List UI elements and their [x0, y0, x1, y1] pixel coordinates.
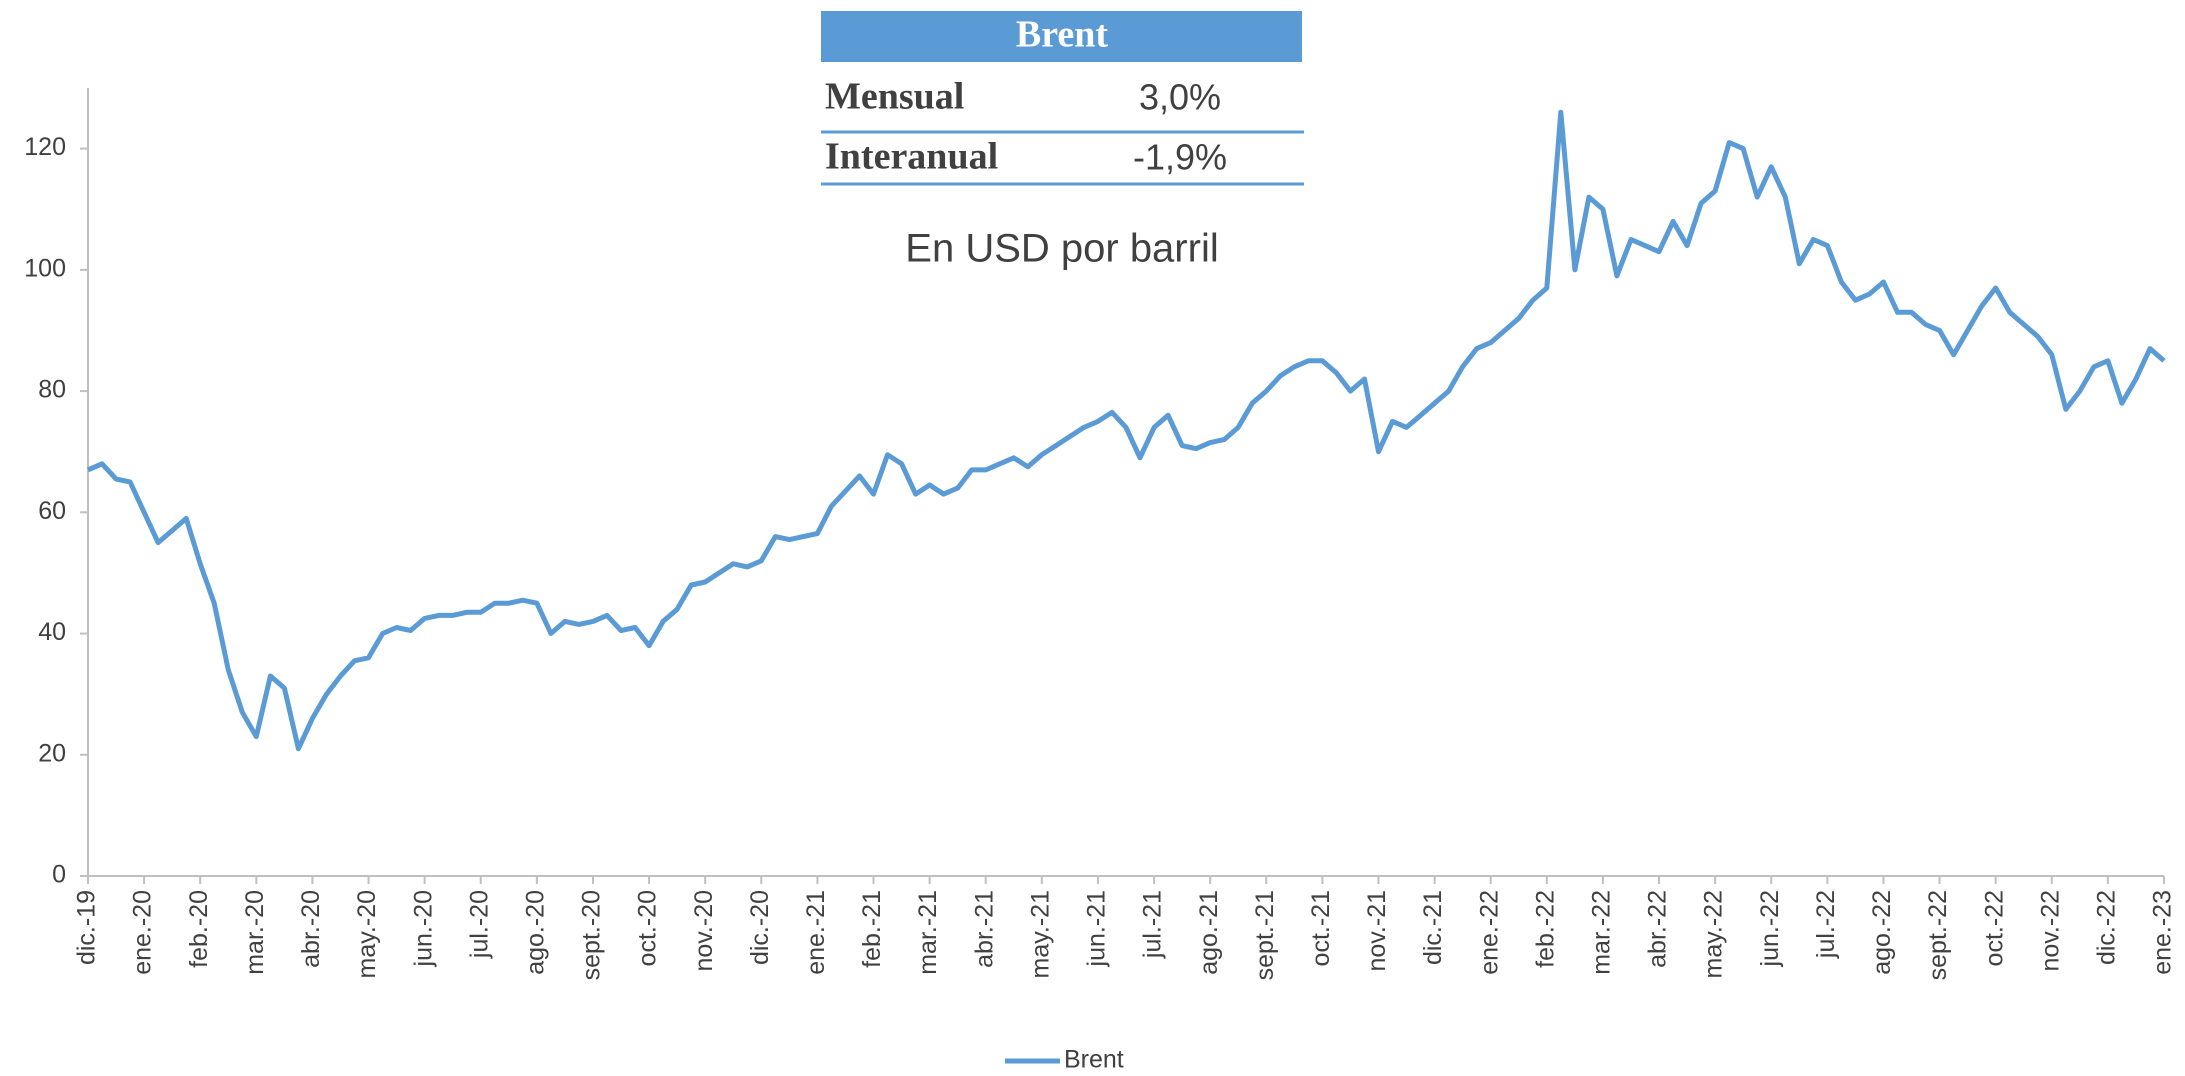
- x-tick-label: dic.-21: [1419, 890, 1447, 965]
- y-tick-label: 60: [38, 497, 66, 525]
- legend-label: Brent: [1064, 1046, 1124, 1074]
- y-tick-label: 80: [38, 376, 66, 404]
- line: [87, 109, 2166, 752]
- x-tick-label: ene.-21: [802, 890, 830, 975]
- x-tick-label: ago.-20: [521, 890, 549, 975]
- x-tick-label: oct.-21: [1307, 890, 1335, 966]
- x-tick-label: ene.-22: [1475, 890, 1503, 975]
- y-tick-label: 20: [38, 739, 66, 767]
- x-tick-label: mar.-22: [1588, 890, 1616, 975]
- x-tick-label: jul.-20: [465, 890, 493, 959]
- y-tick-label: 0: [52, 861, 66, 889]
- x-tick-label: dic.-19: [73, 890, 101, 965]
- table-row-value: 3,0%: [1139, 77, 1221, 118]
- x-tick-label: dic.-22: [2093, 890, 2121, 965]
- x-tick-label: may.-21: [1026, 890, 1054, 978]
- table-header-bg: [821, 11, 1302, 62]
- x-tick-label: may.-20: [353, 890, 381, 978]
- x-tick-label: nov.-21: [1363, 890, 1391, 972]
- x-tick-label: mar.-20: [241, 890, 269, 975]
- x-tick-label: nov.-20: [690, 890, 718, 972]
- x-tick-label: nov.-22: [2036, 890, 2064, 972]
- x-tick-label: jul.-22: [1812, 890, 1840, 959]
- y-tick-label: 100: [24, 254, 66, 282]
- y-tick-label: 120: [24, 133, 66, 161]
- x-tick-label: jul.-21: [1139, 890, 1167, 959]
- x-tick-label: sept.-22: [1924, 890, 1952, 980]
- x-tick-label: abr.-20: [297, 890, 325, 968]
- x-tick-label: ene.-23: [2149, 890, 2177, 975]
- table-row-label: Mensual: [825, 76, 964, 118]
- x-tick-label: jun.-21: [1083, 890, 1111, 967]
- x-tick-label: jun.-22: [1756, 890, 1784, 967]
- x-tick-label: oct.-22: [1980, 890, 2008, 966]
- x-tick-label: may.-22: [1700, 890, 1728, 978]
- x-tick-label: oct.-20: [634, 890, 662, 966]
- table-row-value: -1,9%: [1133, 137, 1227, 178]
- x-tick-label: feb.-20: [185, 890, 213, 968]
- x-tick-label: ago.-22: [1868, 890, 1896, 975]
- x-tick-label: feb.-21: [858, 890, 886, 968]
- y-tick-label: 40: [38, 618, 66, 646]
- x-tick-label: jun.-20: [409, 890, 437, 967]
- x-tick-label: ago.-21: [1195, 890, 1223, 975]
- x-tick-label: abr.-21: [970, 890, 998, 968]
- x-tick-label: sept.-21: [1251, 890, 1279, 980]
- x-tick-label: sept.-20: [578, 890, 606, 980]
- subtitle: En USD por barril: [905, 227, 1218, 271]
- x-tick-label: dic.-20: [746, 890, 774, 965]
- table-row-label: Interanual: [825, 136, 998, 178]
- x-tick-label: abr.-22: [1644, 890, 1672, 968]
- table-header: Brent: [1016, 14, 1109, 56]
- x-tick-label: mar.-21: [914, 890, 942, 975]
- x-tick-label: ene.-20: [129, 890, 157, 975]
- x-tick-label: feb.-22: [1531, 890, 1559, 968]
